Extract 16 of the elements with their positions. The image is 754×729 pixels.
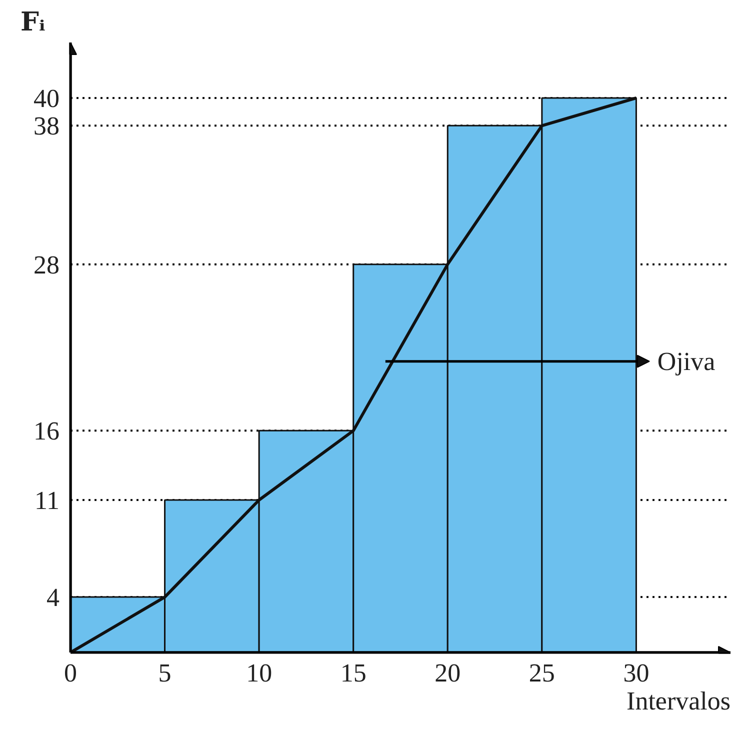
- x-axis-title: Intervalos: [626, 686, 731, 716]
- x-tick-label: 15: [340, 658, 366, 688]
- y-tick-label: 40: [34, 84, 60, 113]
- y-tick-label: 11: [34, 486, 60, 515]
- x-tick-label: 10: [246, 658, 272, 688]
- x-tick-label: 20: [434, 658, 461, 688]
- x-tick-label: 5: [158, 658, 172, 688]
- x-tick-label: 25: [528, 658, 555, 688]
- y-tick-label: 38: [34, 112, 60, 141]
- y-axis-title: Fᵢ: [20, 8, 46, 38]
- y-tick-label: 4: [46, 583, 60, 612]
- y-tick-label: 28: [34, 250, 60, 280]
- annotation: Ojiva: [657, 346, 716, 376]
- x-tick-label: 30: [623, 658, 650, 688]
- y-tick-label: 16: [34, 416, 60, 446]
- x-tick-label: 0: [64, 658, 77, 688]
